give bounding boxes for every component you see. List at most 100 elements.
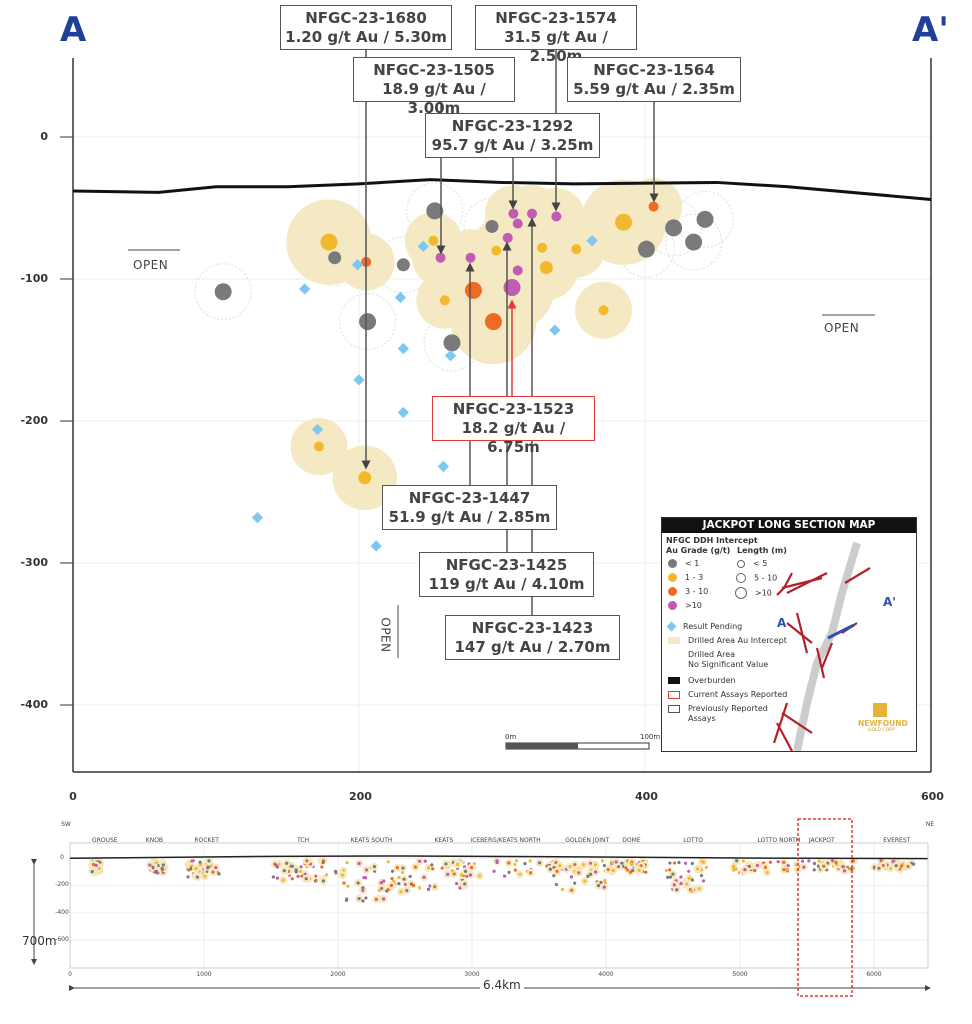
overview-intercept bbox=[463, 869, 468, 874]
legend-drilled-au: Drilled Area Au Intercept bbox=[668, 636, 787, 645]
intercept-point bbox=[512, 218, 523, 229]
overview-intercept bbox=[842, 869, 847, 873]
overview-intercept bbox=[523, 861, 527, 866]
overview-intercept bbox=[397, 875, 401, 879]
callout-nfgc-23-1292: NFGC-23-1292 95.7 g/t Au / 3.25m bbox=[425, 113, 600, 158]
callout-hole: NFGC-23-1447 bbox=[408, 489, 531, 507]
overview-intercept bbox=[568, 865, 572, 869]
legend-panel: JACKPOT LONG SECTION MAP A A' NFGC DDH I… bbox=[661, 517, 917, 752]
overview-intercept bbox=[699, 874, 704, 878]
overview-intercept bbox=[581, 863, 586, 867]
overview-intercept bbox=[687, 876, 691, 880]
overview-intercept bbox=[426, 866, 431, 870]
overview-intercept bbox=[469, 866, 474, 870]
intercept-point bbox=[465, 252, 476, 263]
legend-grade-0: < 1 bbox=[668, 559, 699, 568]
overview-intercept bbox=[477, 874, 482, 878]
overview-intercept bbox=[186, 875, 190, 879]
callout-nfgc-23-1423: NFGC-23-1423 147 g/t Au / 2.70m bbox=[445, 615, 620, 660]
overview-intercept bbox=[593, 870, 598, 874]
overview-x-tick: 5000 bbox=[732, 971, 748, 978]
overview-intercept bbox=[418, 886, 422, 890]
overview-intercept bbox=[513, 868, 517, 872]
overview-intercept bbox=[440, 866, 444, 870]
legend-title: JACKPOT LONG SECTION MAP bbox=[662, 518, 916, 533]
overview-intercept bbox=[495, 860, 499, 865]
overview-intercept bbox=[538, 861, 542, 865]
overview-intercept bbox=[785, 868, 789, 872]
overview-sw: SW bbox=[61, 821, 71, 828]
pending-diamond bbox=[353, 374, 365, 386]
legend-previous: Previously Reported bbox=[668, 704, 768, 713]
overview-intercept bbox=[207, 859, 211, 863]
intercept-point bbox=[512, 265, 523, 276]
overview-intercept bbox=[644, 870, 648, 874]
overview-intercept bbox=[430, 863, 434, 867]
overview-intercept bbox=[616, 864, 621, 869]
zone-label-keats: KEATS bbox=[434, 837, 454, 844]
legend-current-label: Current Assays Reported bbox=[688, 690, 788, 699]
legend-grade-1: 1 - 3 bbox=[668, 573, 703, 582]
overview-intercept bbox=[614, 860, 618, 864]
legend-current: Current Assays Reported bbox=[668, 690, 787, 699]
overview-intercept bbox=[776, 860, 780, 864]
overview-intercept bbox=[899, 864, 904, 868]
callout-nfgc-23-1447: NFGC-23-1447 51.9 g/t Au / 2.85m bbox=[382, 485, 557, 530]
overview-intercept bbox=[606, 868, 610, 872]
legend-grade-3: >10 bbox=[668, 601, 702, 610]
legend-drilled-nsv-2: No Significant Value bbox=[688, 660, 769, 669]
overview-intercept bbox=[345, 861, 349, 865]
intercept-point bbox=[358, 471, 372, 485]
overview-intercept bbox=[743, 867, 747, 872]
overview-intercept bbox=[690, 861, 694, 866]
y-tick-label: -300 bbox=[20, 556, 48, 569]
grade-dot-icon bbox=[668, 601, 677, 610]
overview-intercept bbox=[570, 888, 574, 892]
section-end-a-prime: A' bbox=[912, 10, 949, 50]
overview-intercept bbox=[460, 873, 464, 877]
overview-intercept bbox=[675, 888, 679, 892]
callout-hole: NFGC-23-1564 bbox=[593, 61, 715, 79]
overview-intercept bbox=[782, 860, 786, 864]
overview-intercept bbox=[502, 874, 507, 878]
callout-hole: NFGC-23-1523 bbox=[452, 400, 575, 418]
zone-label-golden-joint: GOLDEN JOINT bbox=[565, 837, 610, 844]
overview-x-tick: 2000 bbox=[330, 971, 346, 978]
overview-intercept bbox=[90, 870, 94, 874]
callout-hole: NFGC-23-1425 bbox=[445, 556, 568, 574]
overview-intercept bbox=[879, 859, 883, 863]
overview-intercept bbox=[455, 881, 459, 886]
overview-intercept bbox=[372, 864, 377, 869]
overview-intercept bbox=[189, 866, 193, 870]
legend-drilled-au-label: Drilled Area Au Intercept bbox=[688, 636, 787, 645]
overview-intercept bbox=[211, 870, 215, 874]
overview-intercept bbox=[528, 871, 533, 875]
overview-intercept bbox=[683, 861, 688, 865]
legend-length-0: < 5 bbox=[737, 559, 767, 568]
overview-intercept bbox=[362, 875, 366, 880]
overview-y-tick: 0 bbox=[60, 854, 64, 861]
overview-intercept bbox=[812, 868, 816, 872]
pending-diamond bbox=[299, 283, 311, 295]
overview-intercept bbox=[455, 862, 460, 866]
overview-intercept bbox=[389, 883, 393, 888]
overview-intercept bbox=[697, 886, 701, 891]
pending-diamond bbox=[437, 460, 450, 473]
halo-swatch bbox=[668, 637, 680, 644]
overview-intercept bbox=[403, 882, 407, 887]
overview-x-tick: 4000 bbox=[598, 971, 614, 978]
legend-length-2: >10 bbox=[735, 587, 772, 599]
legend-overburden: Overburden bbox=[668, 676, 736, 685]
x-tick-label: 200 bbox=[349, 790, 372, 803]
overview-intercept bbox=[602, 863, 606, 868]
overview-intercept bbox=[672, 883, 676, 887]
overview-intercept bbox=[294, 870, 298, 874]
grade-dot-icon bbox=[668, 587, 677, 596]
overview-intercept bbox=[894, 864, 898, 868]
overview-intercept bbox=[558, 864, 562, 868]
overview-intercept bbox=[625, 868, 630, 872]
scale-end: 100m bbox=[640, 733, 661, 741]
scale-start: 0m bbox=[505, 733, 517, 741]
callout-nfgc-23-1523: NFGC-23-1523 18.2 g/t Au / 6.75m bbox=[432, 396, 595, 456]
overview-intercept bbox=[822, 864, 826, 868]
